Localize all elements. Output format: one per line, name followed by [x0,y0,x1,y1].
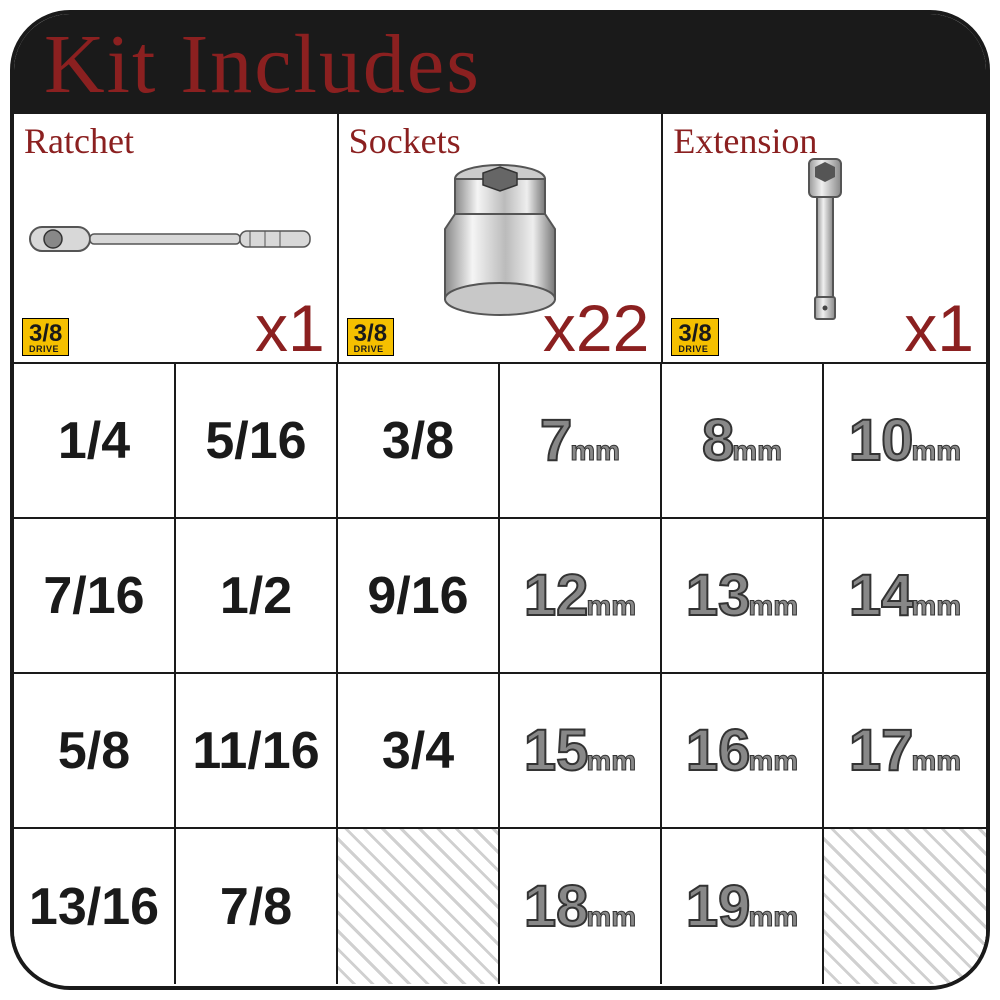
size-sae: 5/16 [205,411,306,471]
size-cell: 17mm [824,674,986,829]
size-cell: 13/16 [14,829,176,984]
size-sae: 3/4 [382,721,454,781]
size-sae: 11/16 [192,721,319,781]
size-cell: 3/4 [338,674,500,829]
tool-qty: x1 [904,290,974,366]
size-cell: 8mm [662,364,824,519]
badge-fraction: 3/8 [678,323,711,345]
size-sae: 3/8 [382,411,454,471]
drive-badge: 3/8 DRIVE [22,318,69,356]
size-cell: 5/8 [14,674,176,829]
size-mm: 18mm [524,873,636,940]
sizes-grid: 1/4 5/16 3/8 7mm 8mm 10mm 7/16 1/2 9/16 12mm 13mm 1… [14,364,986,984]
badge-fraction: 3/8 [29,323,62,345]
tools-row: Ratchet 3/8 DRIVE x1 Sockets [14,114,986,364]
size-cell: 1/4 [14,364,176,519]
size-cell: 15mm [500,674,662,829]
tool-extension: Extension [663,114,986,362]
size-sae: 1/4 [58,411,130,471]
size-sae: 7/8 [220,877,292,937]
badge-drive: DRIVE [29,345,62,353]
size-mm: 15mm [524,717,636,784]
size-cell: 7/16 [14,519,176,674]
size-cell: 10mm [824,364,986,519]
size-sae: 13/16 [29,877,159,937]
tool-qty: x1 [255,290,325,366]
badge-drive: DRIVE [354,345,387,353]
tool-label: Sockets [349,120,652,162]
drive-badge: 3/8 DRIVE [671,318,718,356]
size-mm: 8mm [702,407,782,474]
size-mm: 17mm [849,717,961,784]
size-cell: 3/8 [338,364,500,519]
size-cell: 14mm [824,519,986,674]
size-mm: 7mm [540,407,620,474]
size-mm: 13mm [686,562,798,629]
kit-card: Kit Includes Ratchet 3/8 DRIVE [10,10,990,990]
size-mm: 10mm [849,407,961,474]
size-cell: 7/8 [176,829,338,984]
badge-drive: DRIVE [678,345,711,353]
size-cell: 16mm [662,674,824,829]
size-sae: 1/2 [220,566,292,626]
size-sae: 7/16 [43,566,144,626]
tool-sockets: Sockets [339,114,664,362]
size-cell: 19mm [662,829,824,984]
size-sae: 9/16 [367,566,468,626]
size-cell: 11/16 [176,674,338,829]
size-cell: 7mm [500,364,662,519]
size-cell: 12mm [500,519,662,674]
size-mm: 14mm [849,562,961,629]
size-cell: 9/16 [338,519,500,674]
tool-label: Ratchet [24,120,327,162]
empty-cell [338,829,500,984]
header-title: Kit Includes [44,16,481,113]
size-cell: 13mm [662,519,824,674]
size-cell: 1/2 [176,519,338,674]
empty-cell [824,829,986,984]
size-mm: 16mm [686,717,798,784]
tool-qty: x22 [543,290,649,366]
drive-badge: 3/8 DRIVE [347,318,394,356]
size-mm: 19mm [686,873,798,940]
size-sae: 5/8 [58,721,130,781]
size-cell: 18mm [500,829,662,984]
size-cell: 5/16 [176,364,338,519]
size-mm: 12mm [524,562,636,629]
badge-fraction: 3/8 [354,323,387,345]
tool-ratchet: Ratchet 3/8 DRIVE x1 [14,114,339,362]
header-bar: Kit Includes [14,14,986,114]
